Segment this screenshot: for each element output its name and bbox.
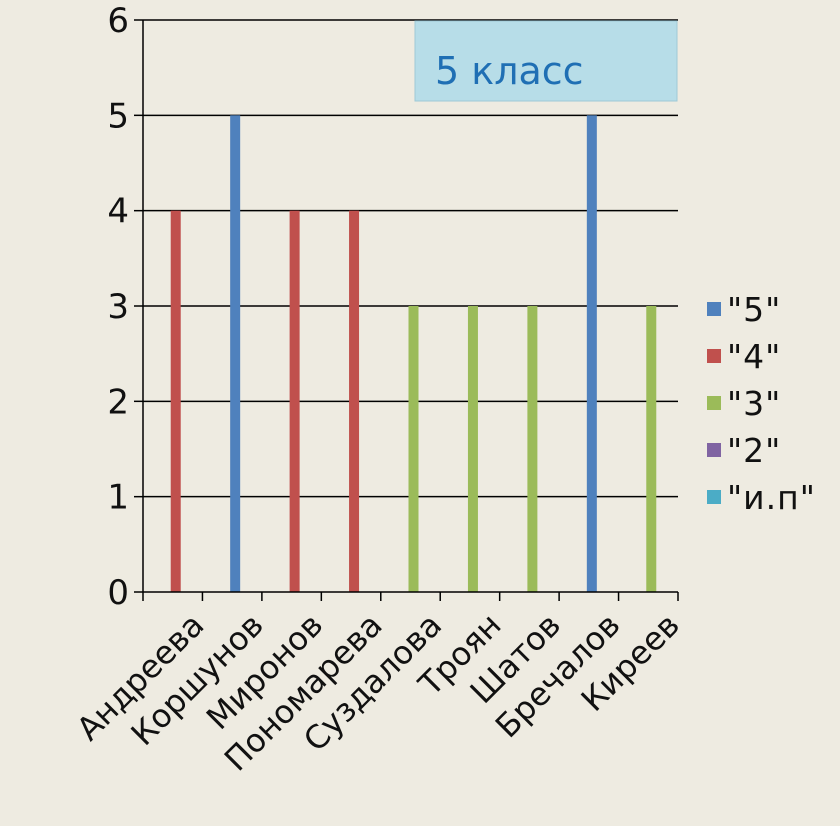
bars xyxy=(170,115,657,592)
legend-label: "2" xyxy=(727,430,782,470)
legend-swatch xyxy=(707,302,721,316)
bar xyxy=(289,210,300,592)
legend-label: "4" xyxy=(727,336,782,376)
y-tick-labels: 0 1 2 3 4 5 6 xyxy=(107,1,129,613)
bar xyxy=(349,210,360,592)
legend-swatch xyxy=(707,349,721,363)
legend-label: "и.п" xyxy=(727,477,816,517)
y-tick-label: 2 xyxy=(107,382,129,422)
y-tick-label: 4 xyxy=(107,192,129,232)
y-tick-label: 3 xyxy=(107,287,129,327)
bar xyxy=(230,115,241,592)
bar xyxy=(467,306,478,592)
y-tick-label: 5 xyxy=(107,96,129,136)
bar xyxy=(586,115,597,592)
y-tick-label: 6 xyxy=(107,1,129,41)
legend-item: "4" xyxy=(707,336,816,376)
legend-item: "и.п" xyxy=(707,477,816,517)
legend-swatch xyxy=(707,443,721,457)
chart-title: 5 класс xyxy=(435,49,584,93)
legend-swatch xyxy=(707,490,721,504)
bar xyxy=(170,210,181,592)
x-tick-labels: АндрееваКоршуновМироновПономареваСуздало… xyxy=(69,606,687,779)
legend-label: "3" xyxy=(727,383,782,423)
y-tick-label: 1 xyxy=(107,478,129,518)
bar xyxy=(527,306,538,592)
legend-item: "2" xyxy=(707,430,816,470)
chart-title-box: 5 класс xyxy=(414,20,678,102)
axes xyxy=(134,19,679,601)
legend-label: "5" xyxy=(727,289,782,329)
legend-item: "3" xyxy=(707,383,816,423)
y-tick-label: 0 xyxy=(107,573,129,613)
legend: "5" "4" "3" "2" "и.п" xyxy=(707,289,816,517)
bar xyxy=(408,306,419,592)
legend-swatch xyxy=(707,396,721,410)
bar xyxy=(646,306,657,592)
legend-item: "5" xyxy=(707,289,816,329)
